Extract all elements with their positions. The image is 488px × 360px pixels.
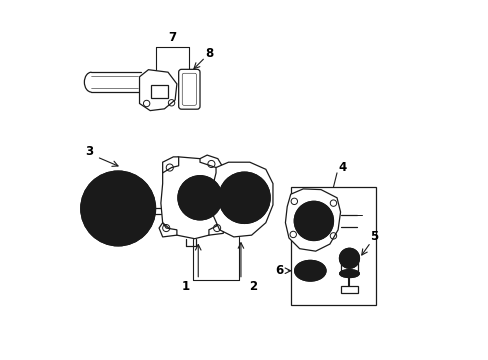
- Text: 8: 8: [204, 47, 213, 60]
- Polygon shape: [208, 219, 224, 235]
- Text: 4: 4: [338, 161, 346, 174]
- Text: 6: 6: [274, 264, 283, 277]
- Bar: [290, 187, 375, 305]
- Text: 1: 1: [182, 280, 189, 293]
- Circle shape: [294, 201, 333, 240]
- Text: 5: 5: [369, 230, 378, 243]
- Circle shape: [81, 171, 155, 246]
- Text: 3: 3: [85, 145, 94, 158]
- FancyBboxPatch shape: [340, 287, 358, 293]
- Circle shape: [339, 248, 359, 268]
- Polygon shape: [212, 162, 272, 237]
- Text: 7: 7: [168, 31, 176, 44]
- Polygon shape: [163, 157, 178, 173]
- Polygon shape: [139, 70, 177, 111]
- Ellipse shape: [339, 270, 359, 278]
- Polygon shape: [285, 189, 340, 251]
- FancyBboxPatch shape: [178, 69, 200, 109]
- Circle shape: [178, 176, 222, 220]
- Circle shape: [219, 172, 269, 224]
- Polygon shape: [159, 223, 177, 237]
- Ellipse shape: [294, 260, 325, 281]
- Polygon shape: [161, 157, 228, 239]
- Text: 2: 2: [249, 280, 257, 293]
- Polygon shape: [200, 155, 223, 167]
